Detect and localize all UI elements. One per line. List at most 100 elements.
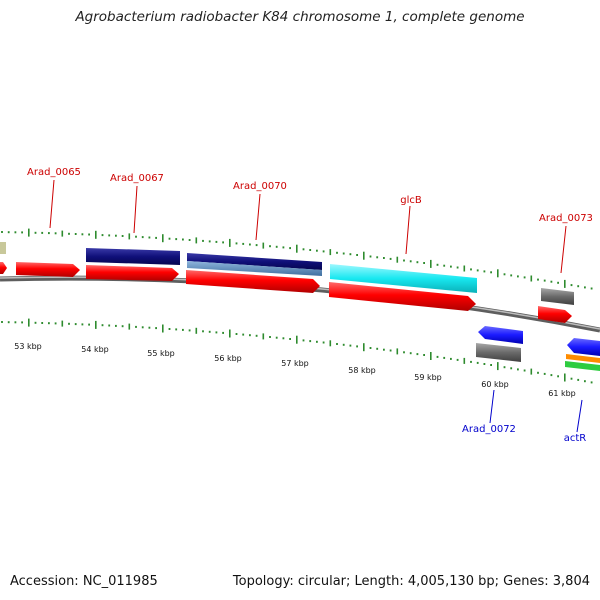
upper-tick-mark bbox=[229, 238, 231, 247]
lower-tick-mark bbox=[108, 324, 111, 327]
lower-tick-mark bbox=[463, 357, 466, 364]
upper-tick-mark bbox=[48, 232, 50, 235]
lower-tick-mark bbox=[195, 327, 198, 334]
lower-tick-mark bbox=[396, 348, 399, 355]
upper-tick-mark bbox=[329, 249, 332, 256]
lower-tick-mark bbox=[577, 378, 580, 381]
gene-arad-0067-navy-bar bbox=[86, 248, 180, 265]
upper-tick-mark bbox=[168, 237, 171, 240]
upper-tick-mark bbox=[34, 231, 37, 234]
lower-tick-mark bbox=[483, 363, 486, 365]
upper-tick-mark bbox=[175, 238, 178, 241]
lower-tick-mark bbox=[115, 324, 117, 327]
upper-tick-mark bbox=[322, 250, 325, 253]
scale-label-61: 61 kbp bbox=[548, 389, 576, 398]
gene-label-arad-0070: Arad_0070 bbox=[233, 181, 287, 192]
lower-tick-mark bbox=[564, 373, 566, 382]
upper-tick-mark bbox=[557, 281, 559, 284]
leader-arad-0065 bbox=[49, 179, 55, 229]
scale-label-59: 59 kbp bbox=[414, 373, 442, 382]
lower-tick-mark bbox=[584, 380, 586, 383]
upper-tick-mark bbox=[436, 263, 439, 266]
gene-actr-arrow bbox=[567, 338, 600, 356]
upper-tick-mark bbox=[101, 234, 104, 237]
upper-tick-mark bbox=[262, 242, 265, 249]
lower-tick-mark bbox=[235, 333, 238, 335]
lower-tick-mark bbox=[517, 368, 519, 371]
lower-tick-mark bbox=[182, 328, 184, 331]
leader-arad-0072 bbox=[489, 389, 495, 424]
lower-tick-mark bbox=[336, 343, 338, 345]
upper-tick-mark bbox=[128, 233, 131, 240]
lower-tick-row bbox=[1, 318, 593, 384]
lower-tick-mark bbox=[503, 366, 506, 369]
upper-tick-mark bbox=[195, 237, 198, 244]
lower-tick-mark bbox=[309, 340, 312, 343]
lower-tick-mark bbox=[262, 333, 265, 340]
upper-tick-mark bbox=[54, 232, 57, 235]
upper-tick-mark bbox=[108, 234, 111, 237]
lower-tick-mark bbox=[296, 335, 298, 344]
gene-actr-orange-bar bbox=[566, 354, 600, 363]
lower-tick-mark bbox=[523, 369, 526, 372]
upper-tick-mark bbox=[255, 244, 258, 247]
lower-tick-mark bbox=[48, 322, 50, 325]
lower-tick-mark bbox=[175, 328, 178, 331]
lower-tick-mark bbox=[543, 372, 546, 375]
lower-tick-mark bbox=[141, 326, 144, 329]
lower-tick-mark bbox=[537, 371, 539, 374]
upper-tick-mark bbox=[1, 231, 3, 233]
upper-tick-mark bbox=[503, 273, 506, 276]
gene-glcb-cyan-bar bbox=[330, 264, 477, 293]
lower-tick-mark bbox=[302, 339, 305, 342]
gene-actr-green-bar bbox=[565, 361, 600, 371]
upper-tick-mark bbox=[302, 248, 305, 251]
upper-tick-mark bbox=[21, 231, 23, 234]
lower-tick-mark bbox=[168, 328, 171, 330]
upper-tick-mark bbox=[141, 236, 144, 239]
leader-actr bbox=[576, 399, 583, 433]
upper-tick-mark bbox=[396, 256, 399, 263]
upper-tick-mark bbox=[383, 257, 385, 259]
lower-tick-mark bbox=[222, 331, 224, 334]
lower-tick-mark bbox=[162, 324, 164, 333]
lower-tick-mark bbox=[269, 336, 271, 338]
lower-tick-mark bbox=[14, 321, 17, 324]
upper-tick-mark bbox=[275, 245, 278, 248]
gene-label-arad-0067: Arad_0067 bbox=[110, 173, 164, 184]
lower-tick-mark bbox=[329, 340, 332, 347]
lower-tick-mark bbox=[363, 343, 365, 352]
lower-tick-mark bbox=[530, 368, 533, 375]
lower-tick-mark bbox=[155, 327, 157, 330]
gene-arad-0065-arrow bbox=[16, 262, 80, 277]
upper-tick-mark bbox=[7, 231, 10, 234]
lower-tick-mark bbox=[510, 367, 513, 370]
lower-tick-mark bbox=[128, 323, 131, 330]
lower-tick-mark bbox=[101, 324, 104, 327]
upper-tick-mark bbox=[349, 253, 352, 256]
leader-glcb bbox=[405, 205, 411, 255]
upper-tick-mark bbox=[235, 242, 238, 245]
scale-label-56: 56 kbp bbox=[214, 354, 242, 363]
lower-tick-mark bbox=[88, 323, 90, 326]
lower-tick-mark bbox=[74, 323, 77, 326]
lower-tick-mark bbox=[322, 341, 325, 344]
gene-arad-0067-arrow bbox=[86, 265, 179, 281]
upper-tick-mark bbox=[155, 236, 157, 239]
upper-tick-mark bbox=[74, 233, 77, 235]
upper-tick-mark bbox=[523, 276, 526, 279]
upper-tick-mark bbox=[490, 271, 492, 274]
upper-tick-mark bbox=[463, 265, 466, 272]
lower-tick-mark bbox=[54, 322, 57, 325]
upper-tick-mark bbox=[530, 275, 533, 282]
upper-tick-mark bbox=[389, 257, 392, 260]
upper-tick-mark bbox=[14, 231, 17, 234]
scale-label-60: 60 kbp bbox=[481, 380, 509, 389]
lower-tick-mark bbox=[590, 381, 593, 384]
lower-tick-mark bbox=[376, 347, 379, 350]
upper-tick-mark bbox=[570, 284, 573, 287]
lower-tick-mark bbox=[242, 333, 245, 336]
lower-tick-mark bbox=[148, 326, 151, 329]
upper-tick-mark bbox=[369, 255, 372, 258]
